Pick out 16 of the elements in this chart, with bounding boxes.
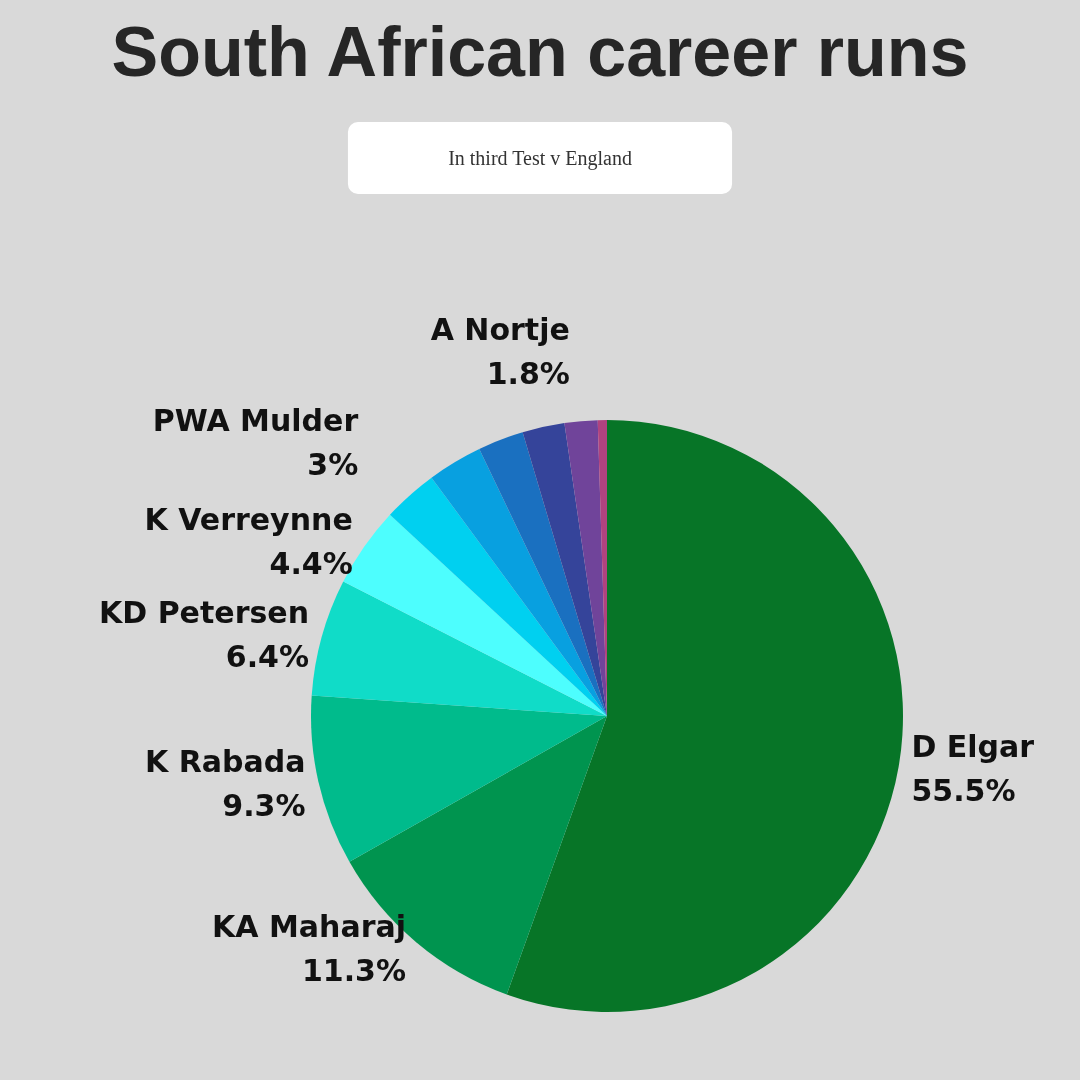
data-label: 3%: [307, 447, 359, 483]
slice-label: KD Petersen: [99, 595, 310, 631]
data-label: 1.8%: [486, 355, 570, 391]
slice-label: D Elgar: [911, 728, 1035, 764]
slice-label: K Verreynne: [144, 502, 353, 538]
data-label: 9.3%: [222, 787, 306, 823]
data-label: 11.3%: [301, 952, 407, 988]
slice-label: A Nortje: [430, 311, 570, 347]
data-label: 55.5%: [911, 772, 1016, 808]
slice-label: K Rabada: [145, 743, 306, 779]
slice-label: PWA Mulder: [152, 403, 359, 439]
data-label: 6.4%: [225, 639, 310, 675]
slice-label: KA Maharaj: [212, 908, 407, 944]
data-label: 4.4%: [269, 546, 353, 582]
chart-title: South African career runs: [111, 13, 969, 91]
chart-subtitle: In third Test v England: [448, 147, 632, 170]
